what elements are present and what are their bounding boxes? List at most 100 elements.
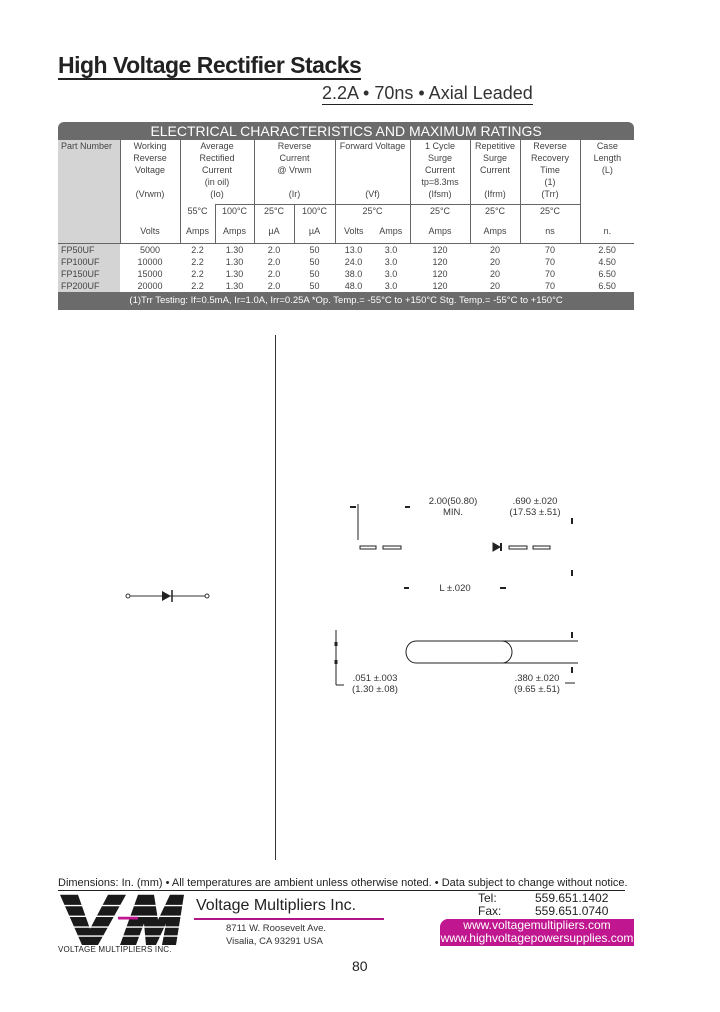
table-cell: 13.0 [335,243,372,256]
column-header: Working Reverse Voltage (Vrwm) [119,140,180,205]
unit-cell: µA [253,225,294,244]
contact-info: Tel: 559.651.1402 Fax: 559.651.0740 [478,892,608,918]
table-cell: 50 [309,269,320,279]
header-line: Rectified [199,153,235,163]
table-cell: 4.50 [598,257,616,267]
ratings-table: ELECTRICAL CHARACTERISTICS AND MAXIMUM R… [58,122,635,310]
header-line [471,176,520,188]
temp-cell: 25°C [469,204,520,225]
temp-cell: 100°C [293,204,335,225]
header-line: Surge [427,153,453,163]
header-line: (Ifsm) [428,189,452,199]
table-cell: 3.0 [384,281,398,291]
header-line: (Ifrm) [484,189,506,199]
header-line: Time [540,165,560,175]
header-line: Current [479,165,510,175]
website-link-2[interactable]: www.highvoltagepowersupplies.com [440,931,634,945]
header-line: Reverse [133,153,167,163]
header-line: tp=8.3ms [421,177,459,187]
header-line: Surge [482,153,508,163]
company-name: Voltage Multipliers Inc. [196,897,357,914]
header-line: (Vf) [365,189,380,199]
tel-label: Tel: [478,891,497,905]
lead-dia-mm: (1.30 ±.08) [352,684,398,695]
website-link-1[interactable]: www.voltagemultipliers.com [463,918,611,932]
temp-cell: 25°C [519,204,580,225]
temp-cell [119,204,180,225]
page-title: High Voltage Rectifier Stacks [58,52,362,80]
part-number: FP200UF [58,280,120,292]
header-line: (L) [601,165,613,175]
table-cell: 24.0 [344,257,363,267]
body-dia-dim: .690 ±.020 [512,496,558,507]
unit-cell: ns [519,225,580,244]
length-dim: L ±.020 [439,583,471,594]
column-header: Forward Voltage (Vf) [334,140,410,205]
divider-line [275,335,276,860]
logo-caption: VOLTAGE MULTIPLIERS INC. [58,945,172,954]
table-cell: 2.2 [180,243,215,256]
table-cell: 1.30 [215,243,254,256]
table-cell: 20000 [137,281,163,291]
header-line: Reverse [277,141,312,151]
header-line: Forward Voltage [339,141,406,151]
header-line: Part Number [61,141,113,151]
unit-cell: Amps [179,225,215,244]
table-cell: 3.0 [384,269,398,279]
header-line: Recovery [530,153,569,163]
table-cell: 50 [309,257,320,267]
table-cell: 3.0 [372,243,410,256]
diode-schematic-icon [125,590,210,602]
column-header: Reverse Current @ Vrwm (Ir) [253,140,335,205]
table-footnote: (1)Trr Testing: If=0.5mA, Ir=1.0A, Irr=0… [58,292,635,310]
page-subtitle: 2.2A • 70ns • Axial Leaded [322,83,533,105]
header-line: (in oil) [204,177,230,187]
table-cell: 48.0 [344,281,363,291]
table-cell: 38.0 [344,269,363,279]
outline-drawing [334,504,578,686]
part-number: FP50UF [58,243,120,256]
unit-cell: Volts [119,225,180,244]
column-header: Part Number [58,140,120,244]
temp-cell: 25°C [253,204,294,225]
footer-notes: Dimensions: In. (mm) • All temperatures … [58,877,628,891]
fax-label: Fax: [478,904,502,918]
column-header: 1 Cycle Surge Current tp=8.3ms (Ifsm) [409,140,470,205]
temp-cell: 25°C [334,204,410,225]
header-line: Current [279,153,310,163]
table-cell: 15000 [137,269,163,279]
header-line: Length [593,153,622,163]
header-line [336,176,410,188]
header-line [336,164,410,176]
table-row: FP150UF 15000 2.2 1.30 2.0 50 38.0 3.0 120 20 70 6.… [58,268,634,280]
header-line: (Trr) [541,189,559,199]
header-line: Working [133,141,167,151]
header-line: (Io) [210,189,224,199]
table-cell: 20 [489,269,500,279]
table-cell: 20 [489,257,500,267]
table-cell: 2.0 [267,257,281,267]
table-cell: 70 [544,281,555,291]
temp-cell: 25°C [409,204,470,225]
header-line: (Ir) [288,189,301,199]
unit-cell: Amps [469,225,520,244]
web-box: www.voltagemultipliers.com www.highvolta… [440,919,634,946]
unit-cell: µA [293,225,335,244]
body-width-dim: .380 ±.020 [514,673,560,684]
table-cell: 3.0 [384,257,398,267]
table-cell: 2.0 [267,269,281,279]
unit-cell: Amps [409,225,470,244]
table-cell: 20 [470,243,520,256]
table-cell: 50 [309,281,320,291]
header-line: Average [200,141,234,151]
header-line [255,176,335,188]
table-cell: 2.0 [267,281,281,291]
address-line-2: Visalia, CA 93291 USA [226,936,323,947]
table-cell: 6.50 [598,281,616,291]
vmi-logo [58,894,188,945]
table-row: FP50UF 5000 2.2 1.30 2.0 50 13.0 3.0 120 20 70 2.50 [58,243,635,256]
body-width-mm: (9.65 ±.51) [514,684,560,695]
fax-number: 559.651.0740 [535,904,609,918]
table-cell: 2.2 [191,269,204,279]
part-number: FP100UF [58,256,120,268]
